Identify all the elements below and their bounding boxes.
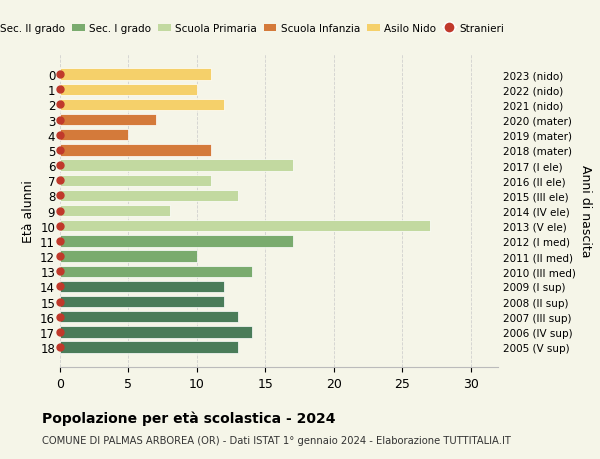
Point bbox=[55, 223, 65, 230]
Bar bbox=[60, 311, 238, 323]
Point bbox=[55, 117, 65, 124]
Point bbox=[55, 253, 65, 260]
Bar bbox=[60, 130, 128, 141]
Y-axis label: Anni di nascita: Anni di nascita bbox=[580, 165, 592, 257]
Bar bbox=[60, 160, 293, 171]
Bar bbox=[60, 175, 211, 186]
Point bbox=[55, 344, 65, 351]
Bar bbox=[60, 221, 430, 232]
Y-axis label: Età alunni: Età alunni bbox=[22, 180, 35, 242]
Point bbox=[55, 298, 65, 306]
Bar bbox=[60, 236, 293, 247]
Bar bbox=[60, 281, 224, 292]
Bar bbox=[60, 145, 211, 156]
Bar bbox=[60, 115, 156, 126]
Text: COMUNE DI PALMAS ARBOREA (OR) - Dati ISTAT 1° gennaio 2024 - Elaborazione TUTTIT: COMUNE DI PALMAS ARBOREA (OR) - Dati IST… bbox=[42, 435, 511, 445]
Bar bbox=[60, 100, 224, 111]
Bar bbox=[60, 296, 224, 308]
Bar bbox=[60, 69, 211, 81]
Point bbox=[55, 268, 65, 275]
Point bbox=[55, 238, 65, 245]
Point bbox=[55, 147, 65, 154]
Point bbox=[55, 162, 65, 169]
Point bbox=[55, 71, 65, 78]
Bar bbox=[60, 251, 197, 262]
Point bbox=[55, 86, 65, 94]
Bar bbox=[60, 266, 251, 277]
Point bbox=[55, 329, 65, 336]
Bar bbox=[60, 326, 251, 338]
Point bbox=[55, 132, 65, 139]
Point bbox=[55, 207, 65, 215]
Point bbox=[55, 192, 65, 200]
Point bbox=[55, 283, 65, 291]
Bar bbox=[60, 190, 238, 202]
Point bbox=[55, 177, 65, 185]
Legend: Sec. II grado, Sec. I grado, Scuola Primaria, Scuola Infanzia, Asilo Nido, Stran: Sec. II grado, Sec. I grado, Scuola Prim… bbox=[0, 20, 509, 38]
Text: Popolazione per età scolastica - 2024: Popolazione per età scolastica - 2024 bbox=[42, 411, 335, 425]
Point bbox=[55, 313, 65, 321]
Bar bbox=[60, 84, 197, 96]
Bar bbox=[60, 206, 170, 217]
Point bbox=[55, 101, 65, 109]
Bar bbox=[60, 341, 238, 353]
